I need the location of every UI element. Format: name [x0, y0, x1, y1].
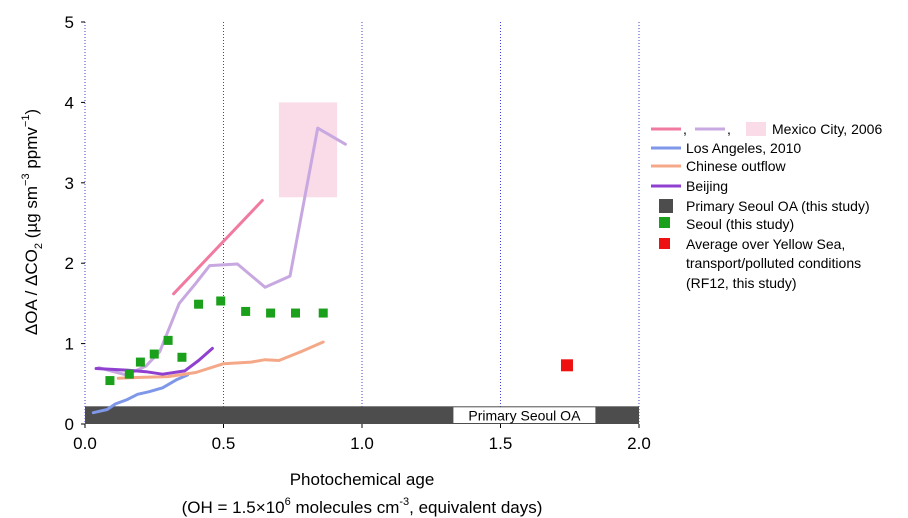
- legend-swatch-mexico-box: [746, 122, 766, 136]
- x-axis-title: Photochemical age: [290, 470, 435, 489]
- y-tick-label: 3: [65, 174, 74, 193]
- legend-label-chinese: Chinese outflow: [686, 158, 787, 174]
- y-title-c: ppmv: [22, 127, 41, 174]
- seoul-point: [216, 296, 226, 306]
- x-subtitle-post: , equivalent days): [409, 498, 542, 517]
- seoul-point: [177, 352, 187, 362]
- tick-labels: 0.0 0.5 1.0 1.5 2.0 0 1 2 3 4 5: [65, 13, 651, 453]
- x-subtitle-sup: 6: [285, 496, 291, 508]
- y-tick-label: 1: [65, 335, 74, 354]
- legend-label-yellow-sea-3: (RF12, this study): [686, 275, 796, 291]
- y-title-d: ): [22, 109, 41, 115]
- legend-swatch-primary: [659, 199, 673, 213]
- x-subtitle-mid: molecules cm: [291, 498, 400, 517]
- series-line-2: [91, 373, 189, 415]
- seoul-point: [105, 376, 115, 386]
- seoul-point: [149, 349, 159, 359]
- band-label-box: [453, 407, 596, 423]
- legend-sep-1: ,: [683, 121, 687, 137]
- seoul-point: [124, 369, 134, 379]
- legend-label-yellow-sea-1: Average over Yellow Sea,: [686, 236, 845, 252]
- series-line-3: [116, 340, 325, 380]
- yellow-sea-point: [560, 359, 573, 372]
- x-tick-label: 0.5: [212, 434, 236, 453]
- y-title-sup1: −3: [20, 173, 32, 186]
- seoul-point: [291, 308, 301, 318]
- y-title-sup2: −1: [20, 115, 32, 128]
- y-tick-label: 5: [65, 13, 74, 32]
- legend-label-beijing: Beijing: [686, 178, 728, 194]
- seoul-point: [194, 299, 204, 309]
- y-axis-title: ΔOA / ΔCO2 (µg sm−3 ppmv−1): [20, 109, 45, 335]
- series-line-0: [172, 199, 264, 296]
- series-line-1: [97, 126, 347, 377]
- seoul-point: [241, 306, 251, 316]
- plot-area: Primary Seoul OA: [84, 22, 640, 424]
- y-title-sub: 2: [33, 243, 45, 249]
- x-tick-label: 2.0: [627, 434, 651, 453]
- legend-label-la: Los Angeles, 2010: [686, 140, 801, 156]
- legend-sep-2: ,: [727, 121, 731, 137]
- legend-label-primary: Primary Seoul OA (this study): [686, 198, 870, 214]
- x-subtitle-sup2: -3: [399, 496, 409, 508]
- y-tick-label: 2: [65, 254, 74, 273]
- legend-label-yellow-sea-2: transport/polluted conditions: [686, 255, 861, 271]
- y-tick-label: 4: [65, 93, 74, 112]
- seoul-point: [318, 308, 328, 318]
- x-tick-label: 1.5: [489, 434, 513, 453]
- x-tick-label: 1.0: [350, 434, 374, 453]
- seoul-point: [266, 308, 276, 318]
- legend-swatch-yellow-sea: [659, 238, 670, 249]
- legend-label-seoul: Seoul (this study): [686, 216, 794, 232]
- seoul-point: [163, 335, 173, 345]
- x-axis-subtitle: (OH = 1.5×106 molecules cm-3, equivalent…: [182, 496, 543, 517]
- legend-swatch-seoul: [659, 217, 670, 228]
- y-tick-label: 0: [65, 415, 74, 434]
- x-tick-label: 0.0: [73, 434, 97, 453]
- y-title-a: ΔOA / ΔCO: [22, 249, 41, 335]
- y-title-b: (µg sm: [22, 186, 41, 243]
- band-label: Primary Seoul OA: [468, 407, 581, 423]
- x-subtitle-pre: (OH = 1.5×10: [182, 498, 285, 517]
- legend-label-mexico: Mexico City, 2006: [772, 121, 882, 137]
- legend: , , Mexico City, 2006 Los Angeles, 2010 …: [651, 121, 882, 291]
- seoul-point: [135, 357, 145, 367]
